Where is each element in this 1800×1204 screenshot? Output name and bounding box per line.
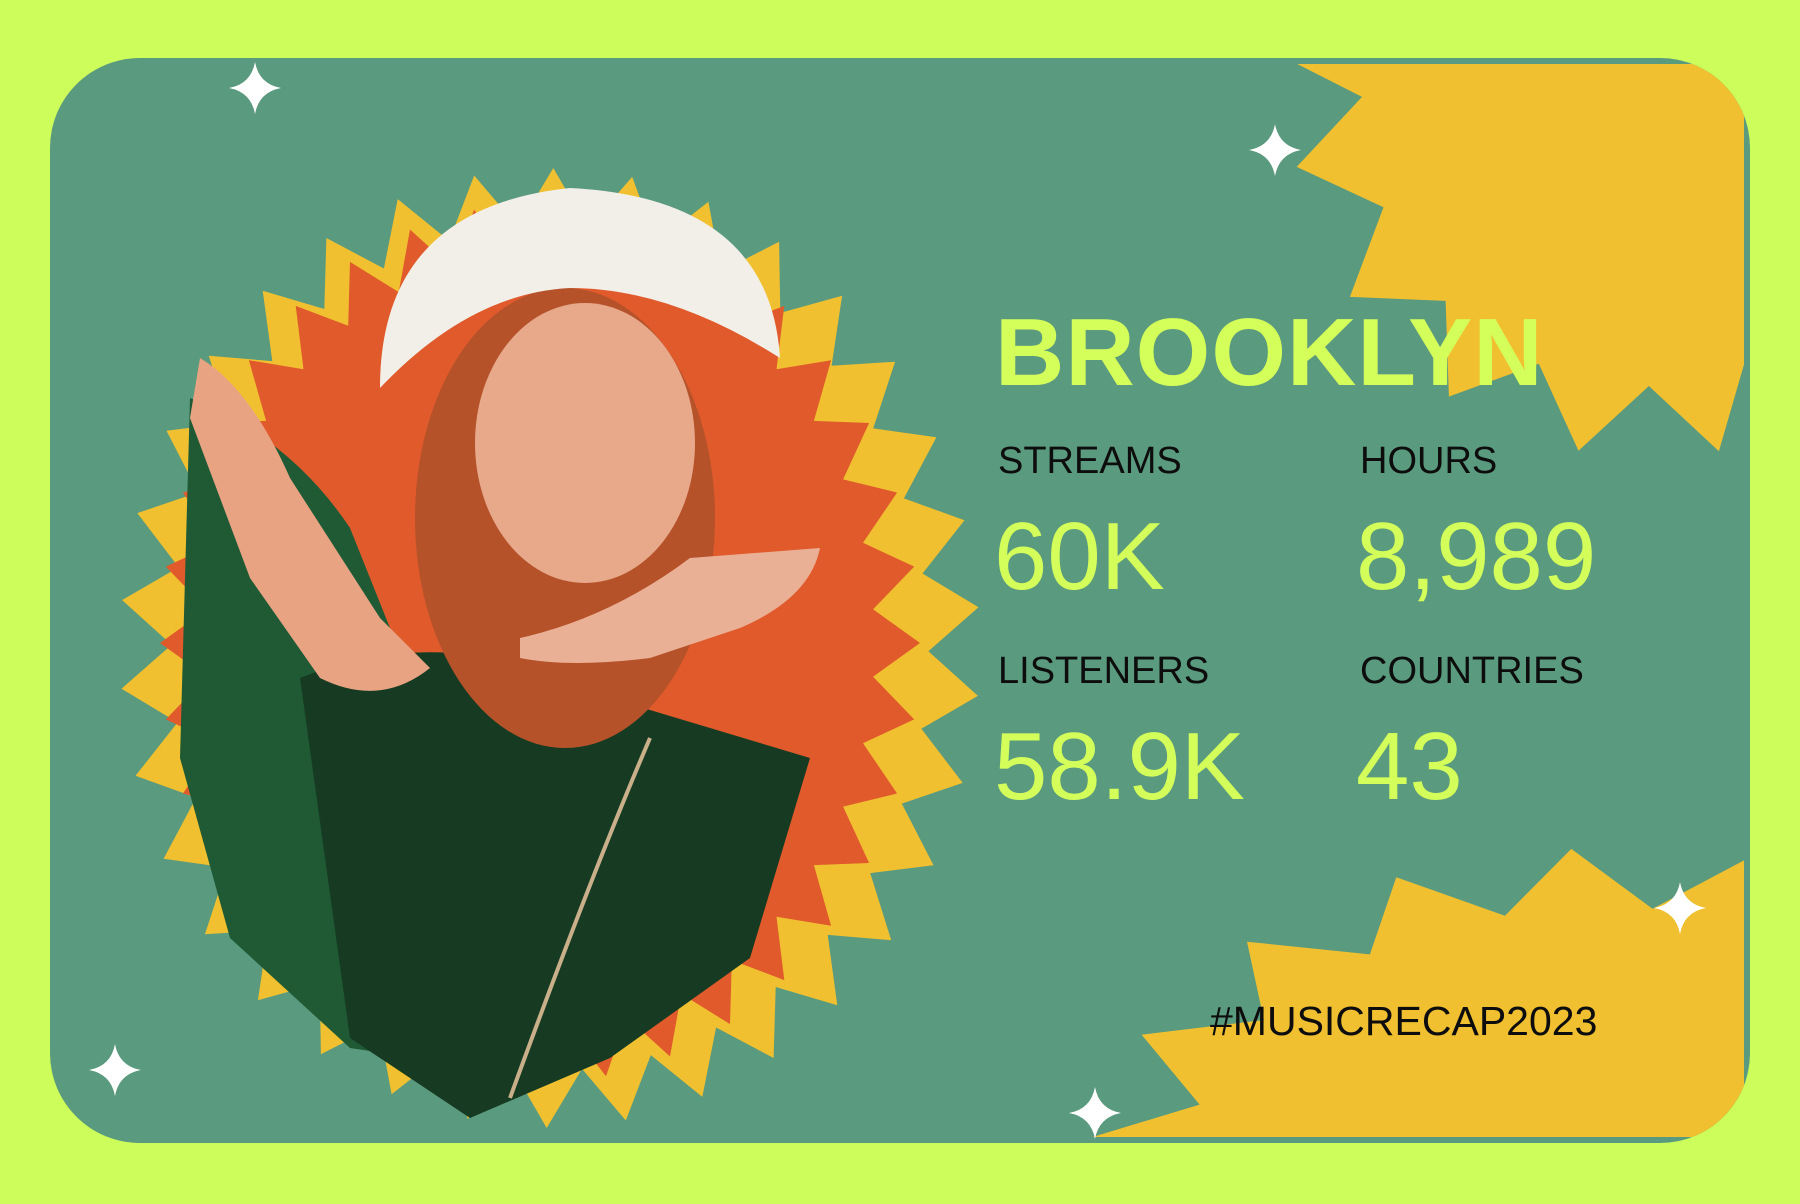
hat — [380, 188, 780, 388]
face — [475, 303, 695, 583]
hashtag: #MUSICRECAP2023 — [1210, 998, 1598, 1044]
recap-card: BROOKLYN STREAMS 60K HOURS 8,989 LISTENE… — [50, 58, 1750, 1143]
right-hand — [520, 548, 820, 663]
yellow-burst-top-right — [1296, 64, 1744, 452]
sparkle-icon — [1654, 882, 1706, 934]
city-title: BROOKLYN — [995, 299, 1544, 406]
stat-label-streams: STREAMS — [998, 440, 1182, 482]
stat-value-hours: 8,989 — [1356, 503, 1597, 610]
stat-label-hours: HOURS — [1360, 440, 1498, 482]
decoration-layer — [89, 62, 1744, 1139]
artist-photo — [180, 188, 820, 1118]
left-arm — [190, 358, 430, 691]
stat-value-streams: 60K — [994, 503, 1165, 610]
stat-value-listeners: 58.9K — [994, 713, 1245, 820]
stat-label-countries: COUNTRIES — [1360, 650, 1584, 692]
yellow-burst-bottom-right — [1092, 848, 1744, 1137]
sparkle-icon — [1069, 1087, 1121, 1139]
jacket-body — [300, 652, 810, 1118]
starburst-shape — [1092, 848, 1744, 1137]
starburst-shape — [1296, 64, 1744, 452]
stat-value-countries: 43 — [1356, 713, 1463, 820]
sparkle-icon — [1249, 124, 1301, 176]
zipper — [508, 737, 652, 1099]
stat-label-listeners: LISTENERS — [998, 650, 1210, 692]
sparkle-icon — [89, 1044, 141, 1096]
sparkle-icon — [229, 62, 281, 114]
